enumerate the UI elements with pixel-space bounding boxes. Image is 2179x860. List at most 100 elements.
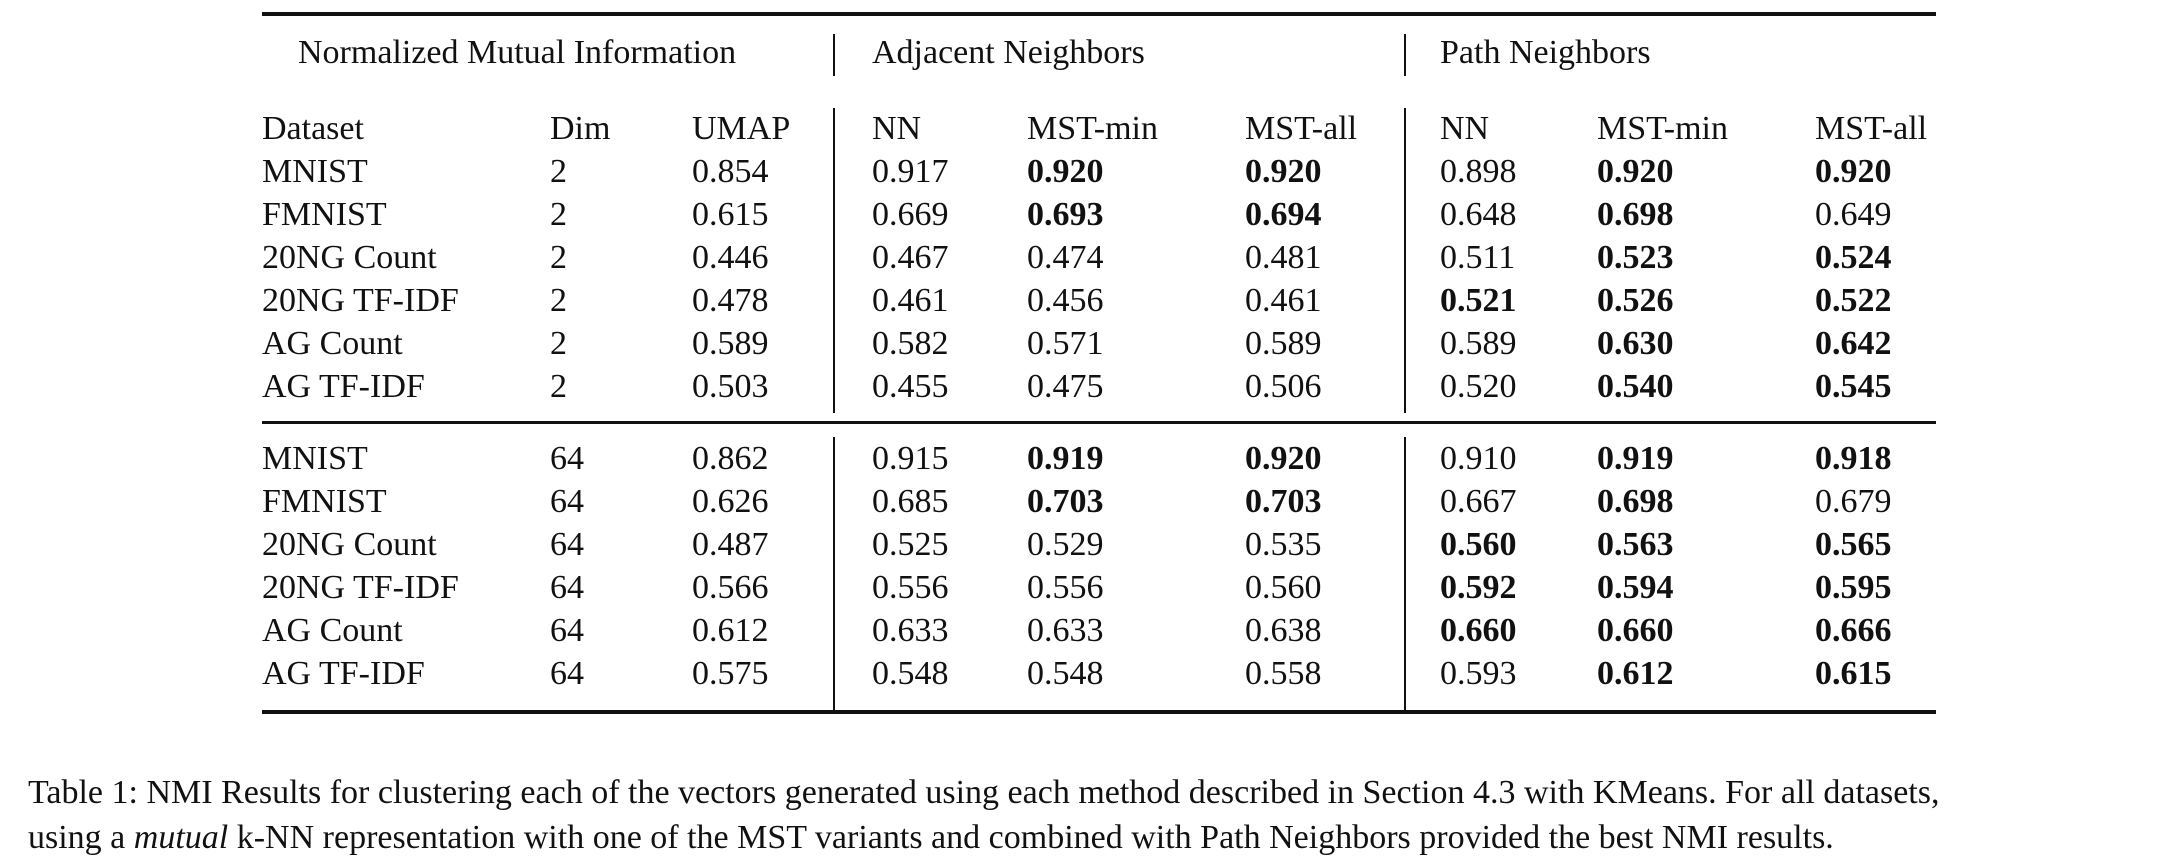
table-cell: 2 — [550, 153, 567, 190]
table-cell: 0.693 — [1027, 196, 1104, 233]
table-cell: 0.698 — [1597, 483, 1674, 520]
table-cell: 0.506 — [1245, 368, 1322, 405]
table-cell: 0.615 — [692, 196, 769, 233]
table-cell: 0.918 — [1815, 440, 1892, 477]
table-cell: 0.593 — [1440, 655, 1517, 692]
section1-divider-1 — [833, 108, 835, 413]
table-cell: 0.666 — [1815, 612, 1892, 649]
table-cell: 0.633 — [1027, 612, 1104, 649]
table-cell: 0.594 — [1597, 569, 1674, 606]
table-cell: 0.920 — [1027, 153, 1104, 190]
bottom-rule — [262, 710, 1936, 714]
table-cell: 0.648 — [1440, 196, 1517, 233]
table-cell: 0.575 — [692, 655, 769, 692]
table-cell: 0.638 — [1245, 612, 1322, 649]
table-cell: 0.919 — [1027, 440, 1104, 477]
column-header: MST-min — [1597, 110, 1729, 147]
column-header: NN — [1440, 110, 1490, 147]
group-header-path: Path Neighbors — [1440, 34, 1651, 71]
table-cell: 0.467 — [872, 239, 949, 276]
table-cell: 2 — [550, 325, 567, 362]
header-divider-1 — [833, 34, 835, 76]
section-rule — [262, 421, 1936, 424]
table-cell: 0.548 — [1027, 655, 1104, 692]
table-cell: 0.589 — [1440, 325, 1517, 362]
caption-line-1: Table 1: NMI Results for clustering each… — [28, 774, 1940, 811]
table-cell: 0.503 — [692, 368, 769, 405]
table-cell: 0.511 — [1440, 239, 1516, 276]
table-cell: 0.589 — [692, 325, 769, 362]
table-cell: 2 — [550, 368, 567, 405]
table-cell: 0.446 — [692, 239, 769, 276]
row-label: 20NG Count — [262, 526, 437, 563]
table-cell: 0.589 — [1245, 325, 1322, 362]
row-label: AG TF-IDF — [262, 368, 425, 405]
table-cell: 0.524 — [1815, 239, 1892, 276]
header-divider-2 — [1404, 34, 1406, 76]
table-cell: 0.545 — [1815, 368, 1892, 405]
table-cell: 0.919 — [1597, 440, 1674, 477]
column-header: Dim — [550, 110, 611, 147]
table-cell: 0.475 — [1027, 368, 1104, 405]
table-cell: 0.558 — [1245, 655, 1322, 692]
row-label: MNIST — [262, 153, 368, 190]
caption-text: using a — [28, 819, 134, 856]
table-cell: 0.566 — [692, 569, 769, 606]
table-cell: 0.455 — [872, 368, 949, 405]
table-cell: 0.633 — [872, 612, 949, 649]
table-cell: 0.481 — [1245, 239, 1322, 276]
caption-emphasis: mutual — [133, 819, 229, 856]
table-cell: 0.660 — [1597, 612, 1674, 649]
table-cell: 0.571 — [1027, 325, 1104, 362]
table-cell: 0.626 — [692, 483, 769, 520]
row-label: MNIST — [262, 440, 368, 477]
table-cell: 0.563 — [1597, 526, 1674, 563]
table-cell: 64 — [550, 612, 584, 649]
table-cell: 0.917 — [872, 153, 949, 190]
table-cell: 0.642 — [1815, 325, 1892, 362]
table-cell: 0.910 — [1440, 440, 1517, 477]
table-cell: 0.660 — [1440, 612, 1517, 649]
table-cell: 0.698 — [1597, 196, 1674, 233]
table-cell: 0.920 — [1597, 153, 1674, 190]
table-cell: 0.529 — [1027, 526, 1104, 563]
table-cell: 64 — [550, 440, 584, 477]
table-caption: Table 1: NMI Results for clustering each… — [28, 770, 2168, 860]
row-label: 20NG TF-IDF — [262, 569, 459, 606]
table-cell: 0.556 — [1027, 569, 1104, 606]
table-cell: 0.478 — [692, 282, 769, 319]
table-cell: 0.667 — [1440, 483, 1517, 520]
table-cell: 2 — [550, 239, 567, 276]
table-cell: 0.540 — [1597, 368, 1674, 405]
table-cell: 0.862 — [692, 440, 769, 477]
table-cell: 0.582 — [872, 325, 949, 362]
row-label: 20NG TF-IDF — [262, 282, 459, 319]
row-label: 20NG Count — [262, 239, 437, 276]
section1-divider-2 — [1404, 108, 1406, 413]
column-header: MST-min — [1027, 110, 1159, 147]
column-header: NN — [872, 110, 922, 147]
table-cell: 0.565 — [1815, 526, 1892, 563]
column-header: MST-all — [1245, 110, 1358, 147]
table-cell: 0.920 — [1245, 440, 1322, 477]
table-cell: 0.548 — [872, 655, 949, 692]
table-cell: 0.685 — [872, 483, 949, 520]
table-cell: 0.703 — [1245, 483, 1322, 520]
table-cell: 0.612 — [692, 612, 769, 649]
table-cell: 0.461 — [1245, 282, 1322, 319]
row-label: FMNIST — [262, 483, 387, 520]
row-label: FMNIST — [262, 196, 387, 233]
table-cell: 0.522 — [1815, 282, 1892, 319]
table-cell: 0.920 — [1815, 153, 1892, 190]
table-cell: 0.920 — [1245, 153, 1322, 190]
table-cell: 0.649 — [1815, 196, 1892, 233]
table-cell: 0.592 — [1440, 569, 1517, 606]
table-cell: 0.487 — [692, 526, 769, 563]
table-cell: 2 — [550, 282, 567, 319]
table-cell: 0.694 — [1245, 196, 1322, 233]
table-cell: 64 — [550, 526, 584, 563]
caption-text: k-NN representation with one of the MST … — [228, 819, 1834, 856]
table-cell: 0.520 — [1440, 368, 1517, 405]
table-cell: 0.703 — [1027, 483, 1104, 520]
row-label: AG TF-IDF — [262, 655, 425, 692]
